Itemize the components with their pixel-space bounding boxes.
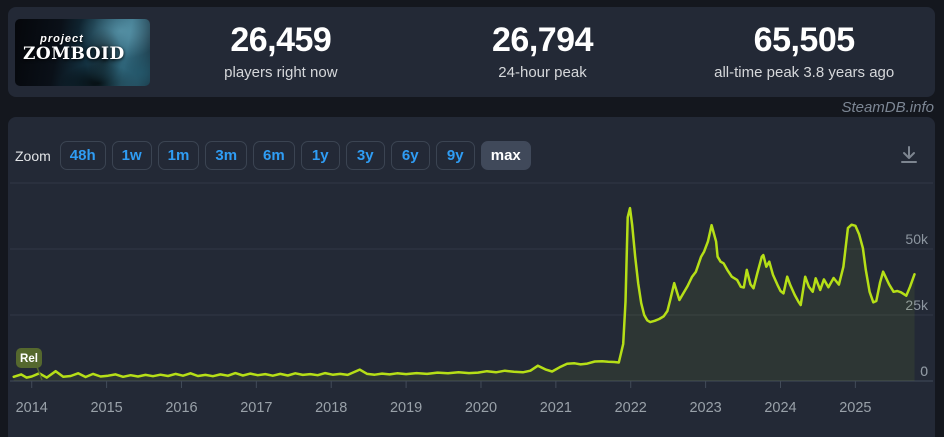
zoom-label: Zoom bbox=[15, 147, 51, 164]
24h-peak-label: 24-hour peak bbox=[498, 63, 587, 81]
current-players-label: players right now bbox=[224, 63, 338, 81]
24h-peak-stat: 26,794 24-hour peak bbox=[412, 21, 674, 81]
current-players-stat: 26,459 players right now bbox=[150, 21, 412, 81]
player-stats: 26,459 players right now 26,794 24-hour … bbox=[150, 21, 935, 81]
download-arrow-icon bbox=[901, 146, 917, 163]
x-axis-label-2017: 2017 bbox=[240, 400, 272, 416]
game-logo-top-text: project bbox=[40, 32, 84, 45]
game-logo-main-text: ZOMBOID bbox=[23, 43, 125, 64]
zoom-range-button-3m[interactable]: 3m bbox=[205, 141, 248, 170]
y-axis-label-0: 0 bbox=[920, 363, 928, 379]
all-time-peak-label: all-time peak 3.8 years ago bbox=[714, 63, 895, 81]
zoom-range-buttons: 48h 1w 1m 3m 6m 1y 3y 6y 9y max bbox=[59, 141, 537, 170]
zoom-range-button-1w[interactable]: 1w bbox=[111, 141, 152, 170]
zoom-range-button-9y[interactable]: 9y bbox=[435, 141, 475, 170]
all-time-peak-stat: 65,505 all-time peak 3.8 years ago bbox=[673, 21, 935, 81]
download-icon[interactable] bbox=[897, 143, 921, 167]
players-area-fill bbox=[13, 208, 915, 381]
chart-toolbar: Zoom 48h 1w 1m 3m 6m 1y 3y 6y 9y max bbox=[8, 117, 935, 170]
zoom-range-button-1y[interactable]: 1y bbox=[300, 141, 340, 170]
current-players-value: 26,459 bbox=[230, 21, 332, 60]
x-axis-label-2019: 2019 bbox=[390, 400, 422, 416]
game-logo: project ZOMBOID bbox=[23, 32, 125, 64]
zoom-range-button-48h[interactable]: 48h bbox=[59, 141, 106, 170]
release-flag-label: Rel bbox=[20, 353, 38, 365]
y-axis-label-0: 0 bbox=[920, 363, 928, 379]
players-line-series bbox=[12, 206, 916, 379]
y-axis-label-25k: 25k bbox=[905, 297, 929, 313]
zoom-range-button-6y[interactable]: 6y bbox=[390, 141, 430, 170]
x-axis-label-2024: 2024 bbox=[764, 400, 796, 416]
all-time-peak-value: 65,505 bbox=[753, 21, 855, 60]
x-axis-label-2014: 2014 bbox=[16, 400, 48, 416]
24h-peak-value: 26,794 bbox=[492, 21, 593, 60]
x-axis-label-2016: 2016 bbox=[165, 400, 197, 416]
x-axis-label-2020: 2020 bbox=[465, 400, 497, 416]
zoom-range-button-max[interactable]: max bbox=[480, 141, 531, 170]
zoom-range-button-3y[interactable]: 3y bbox=[345, 141, 385, 170]
x-axis-label-2015: 2015 bbox=[90, 400, 122, 416]
zoom-range-button-6m[interactable]: 6m bbox=[253, 141, 295, 170]
y-axis-label-50k: 50k bbox=[905, 231, 929, 247]
x-axis-label-2023: 2023 bbox=[689, 400, 721, 416]
x-axis-label-2022: 2022 bbox=[615, 400, 647, 416]
steamdb-watermark: SteamDB.info bbox=[841, 99, 934, 116]
x-axis-label-2018: 2018 bbox=[315, 400, 347, 416]
x-axis-label-2025: 2025 bbox=[839, 400, 871, 416]
x-axis-label-2021: 2021 bbox=[540, 400, 572, 416]
chart-card: Zoom 48h 1w 1m 3m 6m 1y 3y 6y 9y max 50k 25k 0 0 2014… bbox=[8, 117, 935, 437]
release-flag-badge[interactable] bbox=[16, 348, 42, 368]
zoom-range-button-1m[interactable]: 1m bbox=[157, 141, 200, 170]
release-flag-pole bbox=[36, 366, 43, 381]
app-header-card: project ZOMBOID 26,459 players right now… bbox=[8, 7, 935, 97]
game-capsule-image: project ZOMBOID bbox=[15, 18, 150, 86]
